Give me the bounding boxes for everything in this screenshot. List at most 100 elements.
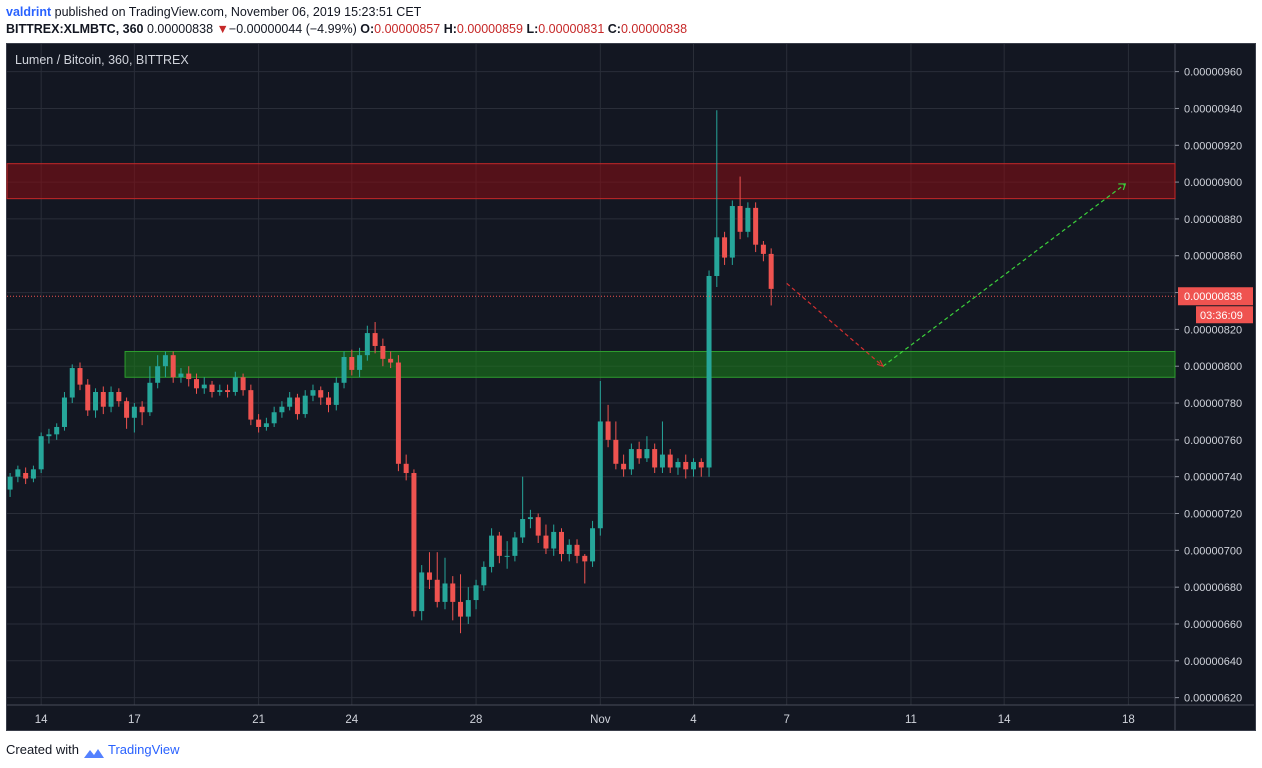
candle-body: [15, 469, 21, 477]
candle-body: [652, 449, 658, 468]
countdown-badge: [1196, 306, 1253, 324]
candle-body: [310, 390, 316, 396]
candle-body: [263, 423, 269, 427]
y-tick-label: 0.00000960: [1184, 67, 1242, 79]
x-tick-label: 17: [128, 714, 141, 726]
x-tick-label: 4: [690, 714, 697, 726]
candle-body: [271, 412, 277, 424]
candle-body: [217, 390, 223, 392]
candle-body: [582, 555, 588, 562]
created-with-label: Created with: [6, 742, 79, 757]
author-name[interactable]: valdrint: [6, 5, 52, 19]
candle-body: [426, 572, 432, 580]
projection-down-line: [786, 282, 884, 367]
candle-body: [116, 391, 122, 402]
candle-body: [294, 397, 300, 415]
candle-body: [419, 572, 425, 612]
candle-body: [659, 454, 665, 468]
candle-body: [201, 384, 207, 389]
down-arrow-icon: ▼: [216, 22, 229, 36]
candle-body: [240, 377, 246, 391]
y-tick-label: 0.00000660: [1184, 619, 1242, 631]
candle-body: [93, 391, 99, 411]
candle-body: [520, 519, 526, 538]
tradingview-logo-icon: [83, 748, 104, 758]
candle-body: [357, 355, 363, 370]
candle-body: [667, 454, 673, 468]
candle-body: [566, 544, 572, 555]
candle-body: [333, 382, 339, 405]
candle-body: [636, 449, 642, 459]
candle-body: [38, 436, 44, 470]
current-price-badge: [1178, 287, 1253, 306]
y-tick-label: 0.00000700: [1184, 545, 1242, 557]
x-tick-label: 7: [783, 714, 789, 726]
candle-body: [30, 469, 36, 479]
close-value: 0.00000838: [620, 22, 688, 36]
y-tick-label: 0.00000900: [1184, 177, 1242, 189]
y-tick-label: 0.00000740: [1184, 472, 1242, 484]
published-text: published on TradingView.com, November 0…: [54, 5, 422, 19]
candle-body: [481, 566, 487, 586]
candle-body: [85, 384, 91, 411]
candle-body: [100, 391, 106, 407]
candle-body: [753, 207, 759, 245]
candle-body: [574, 544, 580, 556]
candle-body: [193, 379, 199, 389]
candle-body: [551, 531, 557, 549]
tradingview-brand[interactable]: TradingView: [108, 742, 180, 757]
candle-body: [248, 390, 254, 420]
candle-body: [543, 535, 549, 549]
projection-up-arrowhead: [1118, 183, 1127, 191]
candle-body: [279, 406, 285, 413]
last-price: 0.00000838: [147, 22, 214, 36]
candle-body: [722, 237, 728, 258]
high-value: 0.00000859: [456, 22, 523, 36]
candle-body: [232, 377, 238, 392]
countdown-label: 03:36:09: [1200, 310, 1243, 322]
x-tick-label: Nov: [590, 714, 611, 726]
candle-body: [186, 373, 192, 380]
candle-body: [225, 390, 231, 392]
candle-body: [698, 461, 704, 468]
symbol-label: BITTREX:XLMBTC, 360: [6, 22, 144, 36]
candle-body: [77, 368, 83, 385]
y-tick-label: 0.00000640: [1184, 656, 1242, 668]
candle-body: [760, 244, 766, 254]
candle-body: [131, 406, 137, 418]
candle-body: [108, 391, 114, 407]
candle-body: [527, 517, 533, 520]
candle-body: [7, 476, 13, 490]
candle-body: [504, 555, 510, 557]
publish-line: valdrint published on TradingView.com, N…: [6, 5, 421, 19]
candle-body: [628, 449, 634, 470]
candle-body: [458, 601, 464, 617]
candle-body: [162, 355, 168, 367]
x-tick-label: 11: [905, 714, 917, 726]
candle-body: [46, 434, 52, 437]
candle-body: [442, 583, 448, 602]
candle-body: [209, 384, 215, 392]
candle-body: [675, 461, 681, 468]
candle-body: [512, 537, 518, 556]
candle-body: [683, 461, 689, 470]
candle-body: [124, 401, 130, 418]
candle-body: [590, 528, 596, 562]
candle-body: [411, 473, 417, 612]
candle-body: [644, 449, 650, 459]
x-tick-label: 14: [35, 714, 48, 726]
x-tick-label: 21: [252, 714, 265, 726]
candle-body: [256, 419, 262, 427]
candle-body: [403, 463, 409, 474]
low-label: L:: [526, 22, 539, 36]
projection-up-line: [882, 183, 1126, 367]
projection-down-arrowhead: [876, 359, 885, 368]
y-tick-label: 0.00000620: [1184, 693, 1242, 705]
resistance-zone: [6, 163, 1176, 200]
symbol-line: BITTREX:XLMBTC, 360 0.00000838 ▼−0.00000…: [6, 22, 687, 36]
y-tick-label: 0.00000860: [1184, 251, 1242, 263]
candle-body: [170, 355, 176, 378]
candle-body: [613, 439, 619, 464]
candle-body: [54, 426, 60, 435]
